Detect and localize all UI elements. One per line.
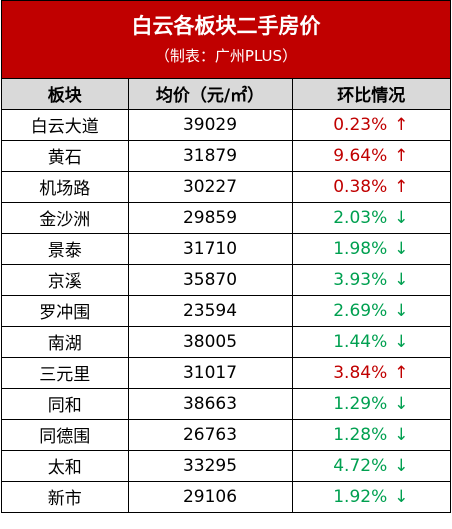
area-cell: 南湖 [2,325,129,358]
page-title: 白云各板块二手房价 [131,14,321,38]
change-value: 1.92% [333,486,388,507]
area-cell: 同德围 [2,418,129,451]
arrow-down-icon: ↓ [394,393,409,414]
arrow-down-icon: ↓ [394,331,409,352]
change-value: 1.44% [333,331,388,352]
arrow-down-icon: ↓ [394,486,409,507]
title-banner: 白云各板块二手房价 （制表：广州PLUS） [2,0,450,79]
area-cell: 黄石 [2,139,129,172]
table-row: 京溪 35870 3.93% ↓ [2,263,450,296]
area-cell: 罗冲围 [2,294,129,327]
table-row: 同和 38663 1.29% ↓ [2,387,450,420]
change-cell: 3.93% ↓ [291,263,450,296]
arrow-up-icon: ↑ [394,176,409,197]
arrow-down-icon: ↓ [394,238,409,259]
table-row: 景泰 31710 1.98% ↓ [2,232,450,265]
price-cell: 35870 [127,263,293,296]
header-row: 板块 均价（元/㎡） 环比情况 [2,79,450,110]
area-cell: 三元里 [2,356,129,389]
change-cell: 3.84% ↑ [291,356,450,389]
area-cell: 同和 [2,387,129,420]
table-row: 黄石 31879 9.64% ↑ [2,139,450,172]
arrow-down-icon: ↓ [394,424,409,445]
arrow-down-icon: ↓ [394,455,409,476]
table-row: 罗冲围 23594 2.69% ↓ [2,294,450,327]
price-cell: 39029 [127,108,293,141]
change-cell: 1.92% ↓ [291,480,450,513]
change-cell: 9.64% ↑ [291,139,450,172]
change-value: 1.98% [333,238,388,259]
area-cell: 金沙洲 [2,201,129,234]
price-cell: 30227 [127,170,293,203]
area-cell: 景泰 [2,232,129,265]
table-row: 新市 29106 1.92% ↓ [2,480,450,513]
page-subtitle: （制表：广州PLUS） [154,47,298,65]
change-value: 9.64% [333,145,388,166]
arrow-down-icon: ↓ [394,207,409,228]
change-cell: 1.98% ↓ [291,232,450,265]
change-value: 3.84% [333,362,388,383]
price-cell: 38005 [127,325,293,358]
price-cell: 33295 [127,449,293,482]
change-cell: 2.03% ↓ [291,201,450,234]
price-cell: 29106 [127,480,293,513]
price-cell: 31017 [127,356,293,389]
change-cell: 1.44% ↓ [291,325,450,358]
table-row: 太和 33295 4.72% ↓ [2,449,450,482]
area-cell: 新市 [2,480,129,513]
column-header-area: 板块 [2,79,129,110]
table-row: 同德围 26763 1.28% ↓ [2,418,450,451]
change-cell: 1.29% ↓ [291,387,450,420]
table-row: 机场路 30227 0.38% ↑ [2,170,450,203]
change-cell: 0.38% ↑ [291,170,450,203]
arrow-down-icon: ↓ [394,300,409,321]
table-row: 白云大道 39029 0.23% ↑ [2,108,450,141]
arrow-up-icon: ↑ [394,362,409,383]
price-cell: 31879 [127,139,293,172]
change-cell: 2.69% ↓ [291,294,450,327]
price-table: 板块 均价（元/㎡） 环比情况 白云大道 39029 0.23% ↑ 黄石 31879 9.… [2,79,450,513]
price-cell: 29859 [127,201,293,234]
column-header-price: 均价（元/㎡） [127,79,293,110]
change-value: 2.03% [333,207,388,228]
table-body: 白云大道 39029 0.23% ↑ 黄石 31879 9.64% ↑ 机场路 30227 0.38… [2,108,450,513]
arrow-up-icon: ↑ [394,145,409,166]
area-cell: 机场路 [2,170,129,203]
table-row: 三元里 31017 3.84% ↑ [2,356,450,389]
arrow-down-icon: ↓ [394,269,409,290]
change-value: 3.93% [333,269,388,290]
change-value: 0.38% [333,176,388,197]
price-cell: 38663 [127,387,293,420]
change-value: 2.69% [333,300,388,321]
table-row: 金沙洲 29859 2.03% ↓ [2,201,450,234]
column-header-change: 环比情况 [291,79,450,110]
price-sheet: 白云各板块二手房价 （制表：广州PLUS） 板块 均价（元/㎡） 环比情况 白云… [1,0,451,513]
arrow-up-icon: ↑ [394,114,409,135]
change-cell: 1.28% ↓ [291,418,450,451]
area-cell: 京溪 [2,263,129,296]
price-cell: 31710 [127,232,293,265]
change-value: 1.29% [333,393,388,414]
change-cell: 4.72% ↓ [291,449,450,482]
table-row: 南湖 38005 1.44% ↓ [2,325,450,358]
area-cell: 太和 [2,449,129,482]
price-cell: 26763 [127,418,293,451]
change-value: 0.23% [333,114,388,135]
price-cell: 23594 [127,294,293,327]
change-value: 4.72% [333,455,388,476]
area-cell: 白云大道 [2,108,129,141]
change-value: 1.28% [333,424,388,445]
change-cell: 0.23% ↑ [291,108,450,141]
